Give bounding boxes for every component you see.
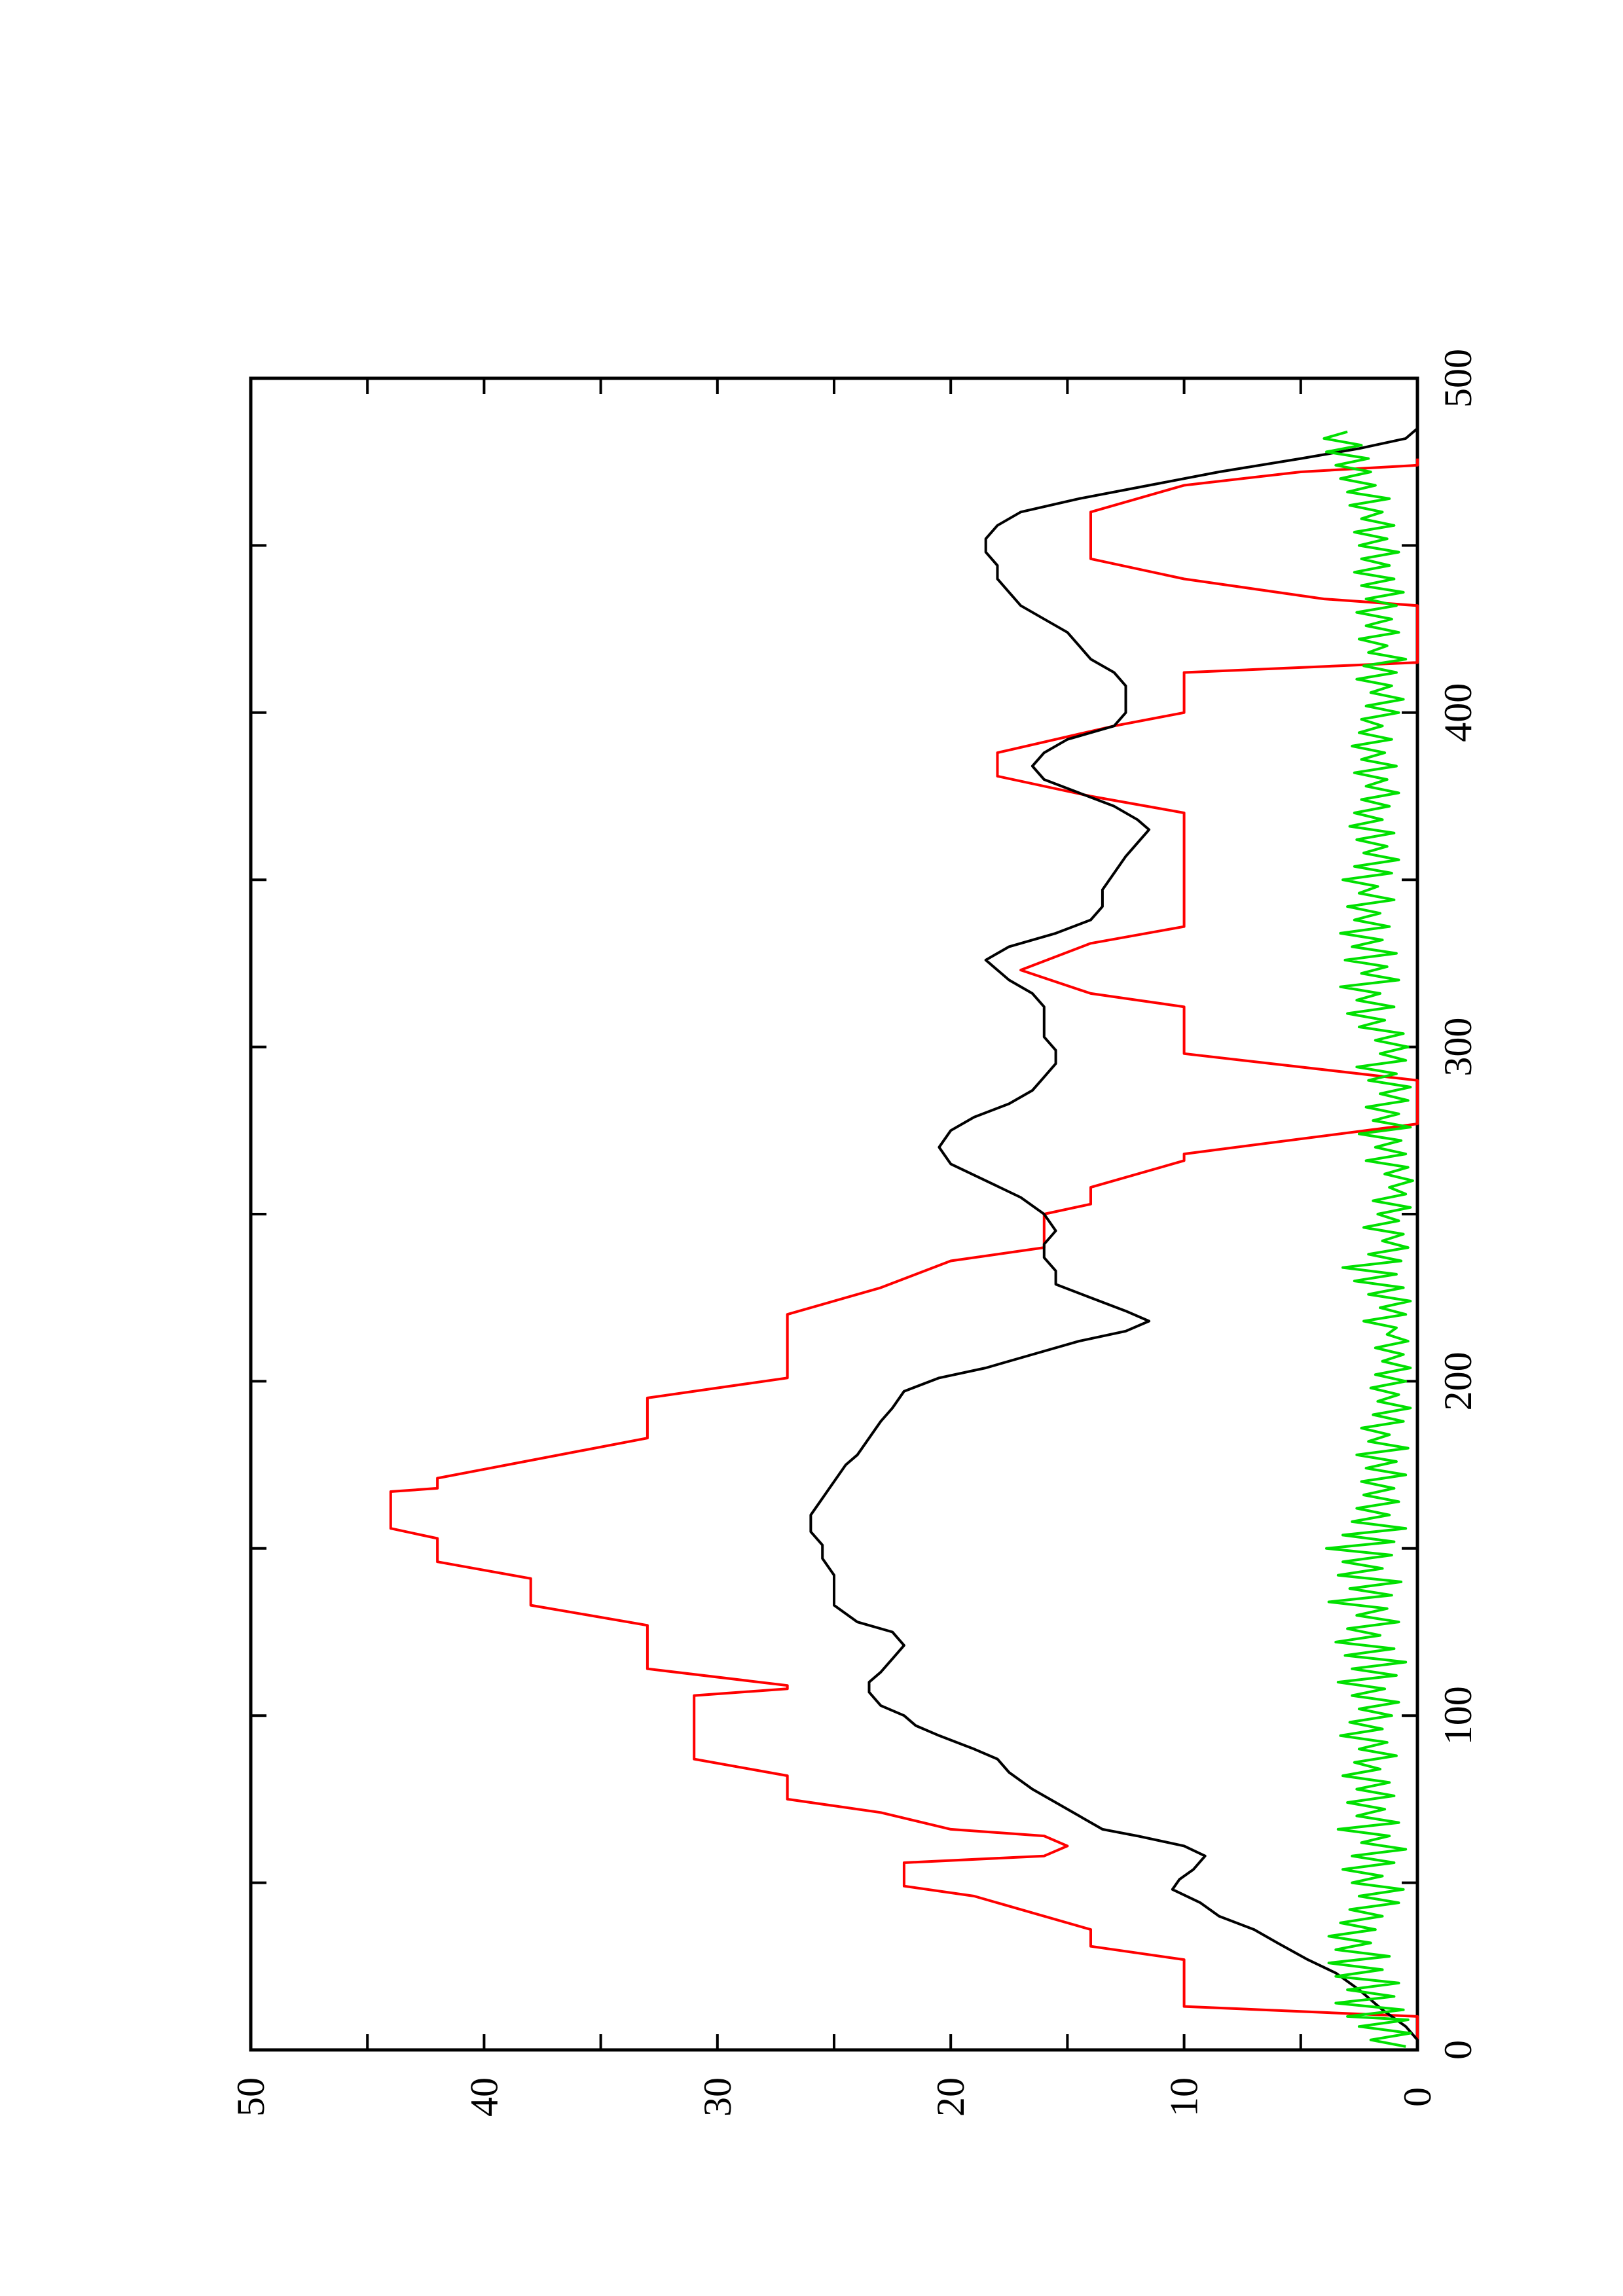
- x-tick-label: 400: [1436, 683, 1480, 742]
- y-tick-label: 40: [462, 2077, 505, 2117]
- y-tick-label: 30: [696, 2077, 739, 2117]
- black-series-line: [809, 422, 1419, 2050]
- red-series-line: [389, 458, 1419, 2050]
- x-tick-label: 200: [1436, 1352, 1480, 1410]
- ticks: [249, 377, 1419, 2051]
- x-tick-label: 0: [1436, 2040, 1480, 2060]
- series-layer: [389, 422, 1419, 2050]
- green-series-line: [1322, 430, 1414, 2048]
- x-tick-label: 100: [1436, 1686, 1480, 1745]
- y-tick-label: 20: [929, 2077, 972, 2117]
- x-tick-label: 500: [1436, 349, 1480, 408]
- y-tick-label: 0: [1396, 2087, 1439, 2107]
- y-tick-label: 50: [229, 2077, 272, 2117]
- x-tick-label: 300: [1436, 1018, 1480, 1077]
- y-tick-label: 10: [1163, 2077, 1206, 2117]
- plot-frame: [249, 376, 1419, 2052]
- tick-labels: 0 100 200 300 400 500 0 10 20 30 40 50: [229, 349, 1480, 2117]
